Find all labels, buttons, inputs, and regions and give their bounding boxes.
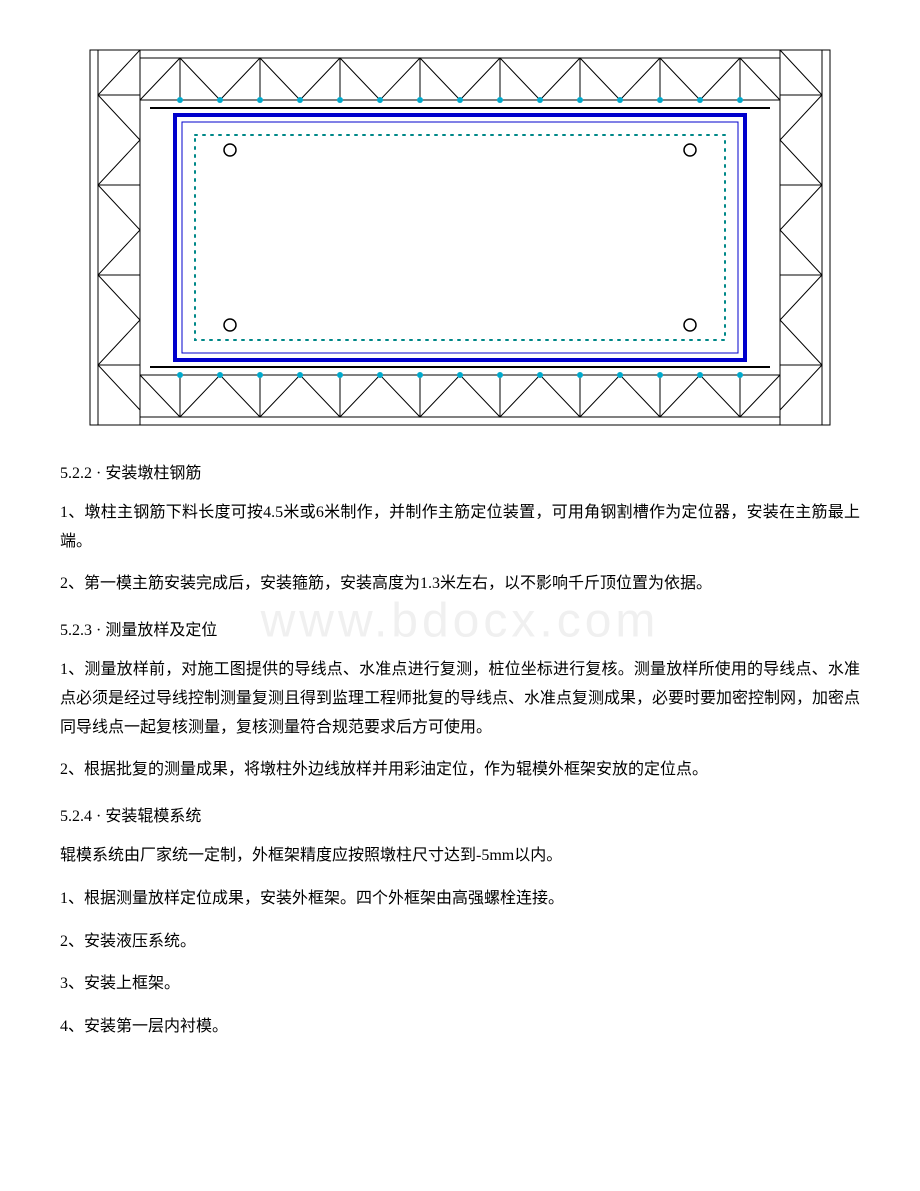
formwork-diagram — [80, 40, 840, 440]
diagram-svg — [80, 40, 840, 440]
paragraph: 2、根据批复的测量成果，将墩柱外边线放样并用彩油定位，作为辊模外框架安放的定位点… — [60, 756, 860, 785]
paragraph: 4、安装第一层内衬模。 — [60, 1013, 860, 1042]
paragraph: 1、墩柱主钢筋下料长度可按4.5米或6米制作，并制作主筋定位装置，可用角钢割槽作… — [60, 499, 860, 557]
section-heading: 5.2.3 · 测量放样及定位 — [60, 617, 860, 646]
paragraph: 3、安装上框架。 — [60, 970, 860, 999]
paragraph: 2、第一模主筋安装完成后，安装箍筋，安装高度为1.3米左右，以不影响千斤顶位置为… — [60, 570, 860, 599]
paragraph: 2、安装液压系统。 — [60, 928, 860, 957]
document-body: 5.2.2 · 安装墩柱钢筋 1、墩柱主钢筋下料长度可按4.5米或6米制作，并制作… — [60, 460, 860, 1042]
section-heading: 5.2.4 · 安装辊模系统 — [60, 803, 860, 832]
inner-formwork — [175, 115, 745, 360]
paragraph: 1、测量放样前，对施工图提供的导线点、水准点进行复测，桩位坐标进行复核。测量放样… — [60, 656, 860, 742]
paragraph: 辊模系统由厂家统一定制，外框架精度应按照墩柱尺寸达到-5mm以内。 — [60, 842, 860, 871]
section-heading: 5.2.2 · 安装墩柱钢筋 — [60, 460, 860, 489]
paragraph: 1、根据测量放样定位成果，安装外框架。四个外框架由高强螺栓连接。 — [60, 885, 860, 914]
